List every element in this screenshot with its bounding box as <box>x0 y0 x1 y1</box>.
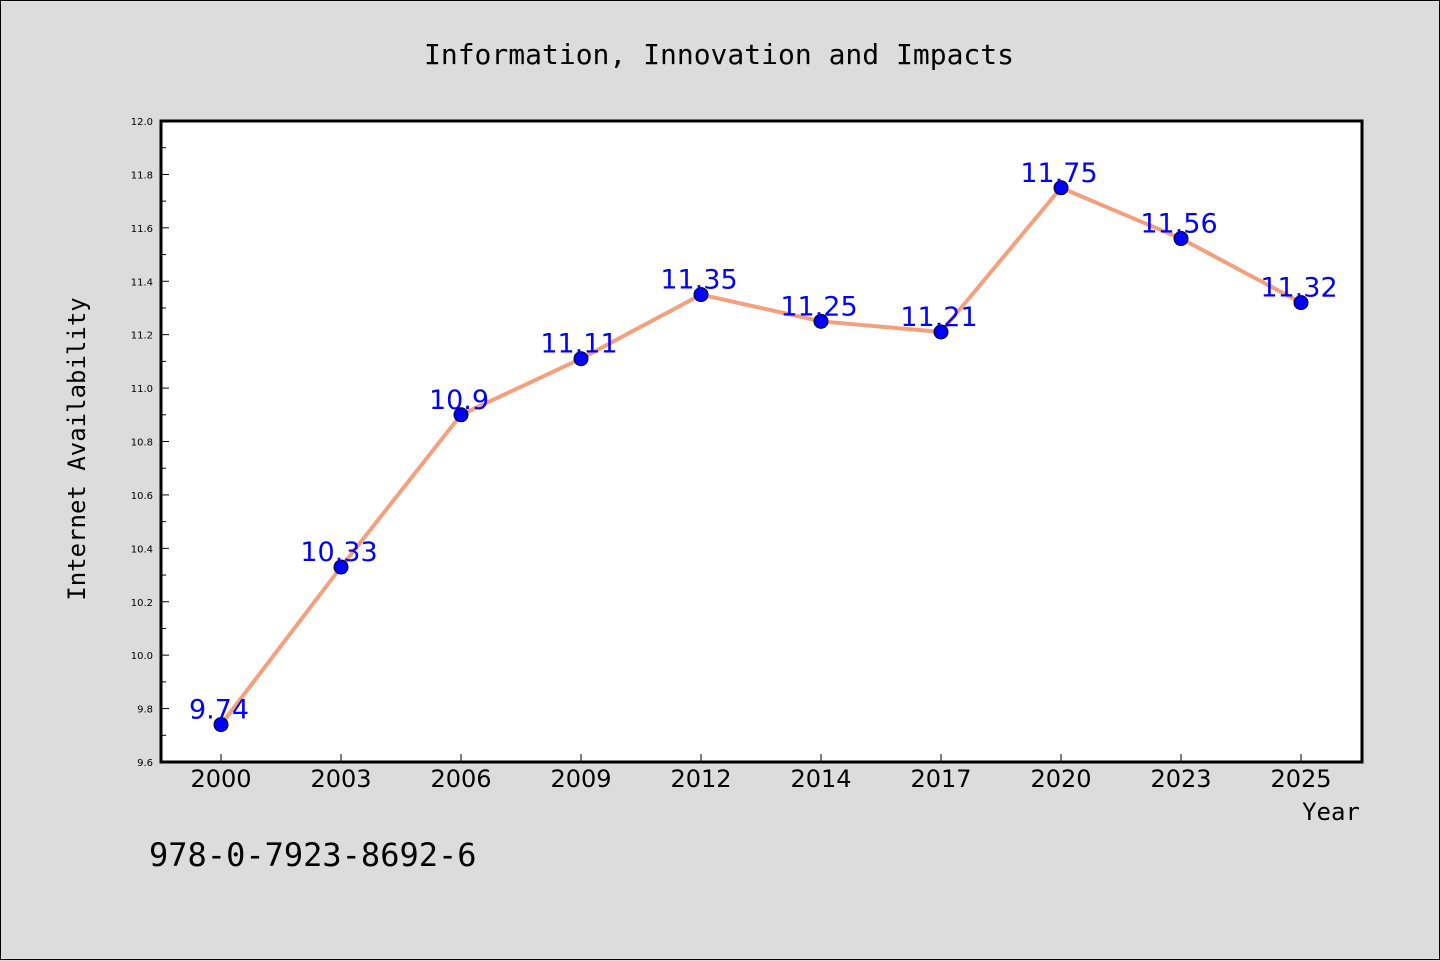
x-tick-label: 2014 <box>790 765 851 793</box>
y-tick-label: 11.2 <box>131 331 153 342</box>
data-point <box>333 559 349 575</box>
data-point <box>813 313 829 329</box>
data-label: 11.21 <box>900 302 977 333</box>
data-label: 10.9 <box>429 385 489 416</box>
data-point <box>933 324 949 340</box>
x-tick-label: 2020 <box>1030 765 1091 793</box>
x-tick-label: 2025 <box>1270 765 1331 793</box>
y-tick-label: 11.8 <box>131 170 153 181</box>
data-point <box>453 407 469 423</box>
data-point <box>573 351 589 367</box>
data-label: 11.75 <box>1020 158 1097 189</box>
x-tick-label: 2003 <box>310 765 371 793</box>
x-tick-label: 2017 <box>910 765 971 793</box>
y-tick-label: 9.8 <box>137 705 153 716</box>
chart-title: Information, Innovation and Impacts <box>424 38 1014 71</box>
data-label: 11.35 <box>660 265 737 296</box>
data-label: 9.74 <box>189 695 249 726</box>
y-tick-label: 9.6 <box>137 758 153 769</box>
y-tick-label: 10.4 <box>131 544 153 555</box>
x-tick-label: 2012 <box>670 765 731 793</box>
data-point <box>1173 231 1189 247</box>
y-tick-label: 10.2 <box>131 598 153 609</box>
data-label: 11.25 <box>780 291 857 322</box>
data-point <box>693 287 709 303</box>
x-tick-label: 2000 <box>190 765 251 793</box>
y-tick-label: 10.0 <box>131 651 153 662</box>
data-label: 11.11 <box>540 329 617 360</box>
data-point <box>1053 180 1069 196</box>
y-tick-label: 11.4 <box>131 277 153 288</box>
data-point <box>213 717 229 733</box>
series-line <box>219 185 1302 726</box>
y-tick-label: 11.0 <box>131 384 153 395</box>
y-tick-label: 12.0 <box>131 117 153 128</box>
data-label: 11.32 <box>1260 273 1337 304</box>
y-tick-label: 11.6 <box>131 224 153 235</box>
data-label: 11.56 <box>1140 209 1217 240</box>
plot-area <box>159 119 1364 764</box>
y-tick-label: 10.6 <box>131 491 153 502</box>
x-tick-label: 2009 <box>550 765 611 793</box>
y-axis: 9.6 9.8 10.0 10.2 10.4 10.6 10.8 11.0 11.2 11.4 11… <box>131 117 169 769</box>
series-layer: 9.74 10.33 10.9 11.11 11.35 11.25 11.21 11.75 11… <box>189 158 1338 733</box>
data-point <box>1293 295 1309 311</box>
isbn-text: 978-0-7923-8692-6 <box>149 836 477 874</box>
y-axis-label: Internet Availability <box>63 297 91 600</box>
y-tick-label: 10.8 <box>131 438 153 449</box>
data-label: 10.33 <box>300 537 377 568</box>
x-axis-label: Year <box>1302 798 1360 826</box>
x-tick-label: 2006 <box>430 765 491 793</box>
x-tick-label: 2023 <box>1150 765 1211 793</box>
x-axis: 2000 2003 2006 2009 2012 2014 2017 2020 2023 2025 <box>190 754 1332 793</box>
